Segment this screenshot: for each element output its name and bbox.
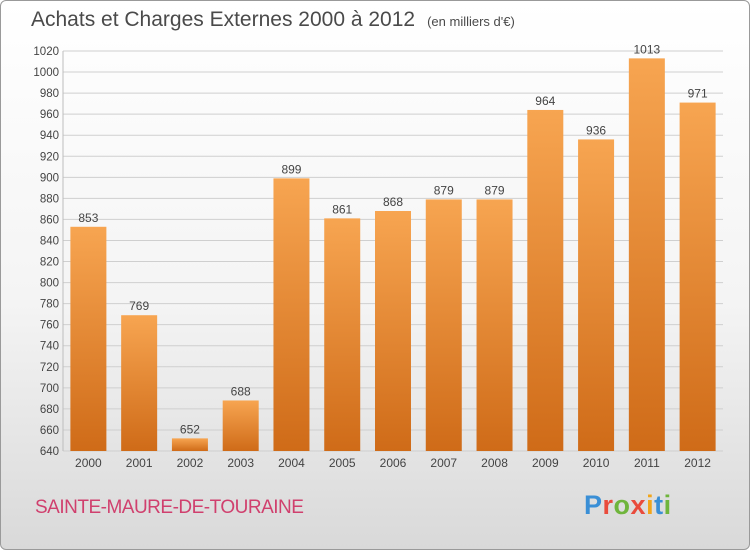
value-label: 868 xyxy=(383,195,403,209)
proxiti-logo: Proxiti xyxy=(584,490,672,521)
bar-2003 xyxy=(222,400,259,451)
y-tick-label: 640 xyxy=(40,446,59,458)
x-tick-label: 2009 xyxy=(532,456,559,470)
x-tick-label: 2001 xyxy=(126,456,153,470)
value-label: 769 xyxy=(129,299,149,313)
y-tick-label: 720 xyxy=(40,362,59,374)
bar-2011 xyxy=(628,58,665,452)
value-labels: 853 769 652 688 899 861 868 879 879 964 936 1013 971 xyxy=(78,42,708,436)
y-tick-label: 880 xyxy=(40,193,59,205)
y-tick-label: 760 xyxy=(40,320,59,332)
x-tick-label: 2008 xyxy=(481,456,508,470)
x-axis-ticks: 2000 2001 2002 2003 2004 2005 2006 2007 2008 2009… xyxy=(75,456,711,470)
value-label: 936 xyxy=(586,123,606,137)
logo-letter: t xyxy=(654,490,664,520)
bar-2008 xyxy=(476,199,513,451)
x-tick-label: 2007 xyxy=(430,456,457,470)
value-label: 861 xyxy=(332,202,352,216)
bar-2010 xyxy=(578,139,615,451)
x-tick-label: 2010 xyxy=(583,456,610,470)
bars xyxy=(70,58,716,452)
y-tick-label: 980 xyxy=(40,88,59,100)
x-tick-label: 2004 xyxy=(278,456,305,470)
bar-2009 xyxy=(527,109,564,452)
value-label: 853 xyxy=(78,211,98,225)
logo-letter: r xyxy=(602,490,614,520)
y-tick-label: 960 xyxy=(40,109,59,121)
y-tick-label: 820 xyxy=(40,257,59,269)
value-label: 879 xyxy=(434,183,454,197)
y-tick-label: 700 xyxy=(40,383,59,395)
bar-2002 xyxy=(171,438,208,451)
logo-letter: o xyxy=(613,490,631,520)
bar-2005 xyxy=(324,218,361,451)
logo-letter: x xyxy=(630,490,647,520)
y-tick-label: 920 xyxy=(40,151,59,163)
y-tick-label: 740 xyxy=(40,341,59,353)
y-tick-label: 680 xyxy=(40,404,59,416)
value-label: 652 xyxy=(180,422,200,436)
value-label: 688 xyxy=(231,384,251,398)
commune-name: SAINTE-MAURE-DE-TOURAINE xyxy=(35,497,304,518)
x-tick-label: 2002 xyxy=(177,456,204,470)
x-tick-label: 2000 xyxy=(75,456,102,470)
y-tick-label: 660 xyxy=(40,425,59,437)
y-tick-label: 860 xyxy=(40,214,59,226)
title-text: Achats et Charges Externes 2000 à 2012 xyxy=(31,8,416,31)
y-tick-label: 1000 xyxy=(33,67,59,79)
bar-2004 xyxy=(273,178,310,452)
bar-2007 xyxy=(425,199,462,451)
title-unit: (en milliers d'€) xyxy=(427,14,515,29)
x-tick-label: 2003 xyxy=(227,456,254,470)
bar-2001 xyxy=(121,315,158,451)
x-tick-label: 2011 xyxy=(634,456,660,470)
value-label: 1013 xyxy=(633,42,660,56)
value-label: 964 xyxy=(535,94,555,108)
y-tick-label: 1020 xyxy=(33,46,59,58)
x-tick-label: 2006 xyxy=(380,456,407,470)
bar-2000 xyxy=(70,226,107,451)
logo-letter: P xyxy=(584,490,603,520)
x-tick-label: 2012 xyxy=(684,456,711,470)
value-label: 899 xyxy=(281,162,301,176)
logo-letter: i xyxy=(646,490,655,520)
y-tick-label: 940 xyxy=(40,130,59,142)
chart-title: Achats et Charges Externes 2000 à 2012 (e… xyxy=(31,8,515,32)
x-tick-label: 2005 xyxy=(329,456,356,470)
y-tick-label: 840 xyxy=(40,235,59,247)
y-tick-label: 900 xyxy=(40,172,59,184)
value-label: 971 xyxy=(688,87,708,101)
y-axis-ticks: 640 660 680 700 720 740 760 780 800 820 840 860 880 9… xyxy=(33,46,59,458)
y-tick-label: 780 xyxy=(40,299,59,311)
bar-2006 xyxy=(375,211,411,451)
bar-2012 xyxy=(679,102,716,451)
value-label: 879 xyxy=(485,183,505,197)
y-tick-label: 800 xyxy=(40,278,59,290)
logo-letter: i xyxy=(663,490,672,520)
